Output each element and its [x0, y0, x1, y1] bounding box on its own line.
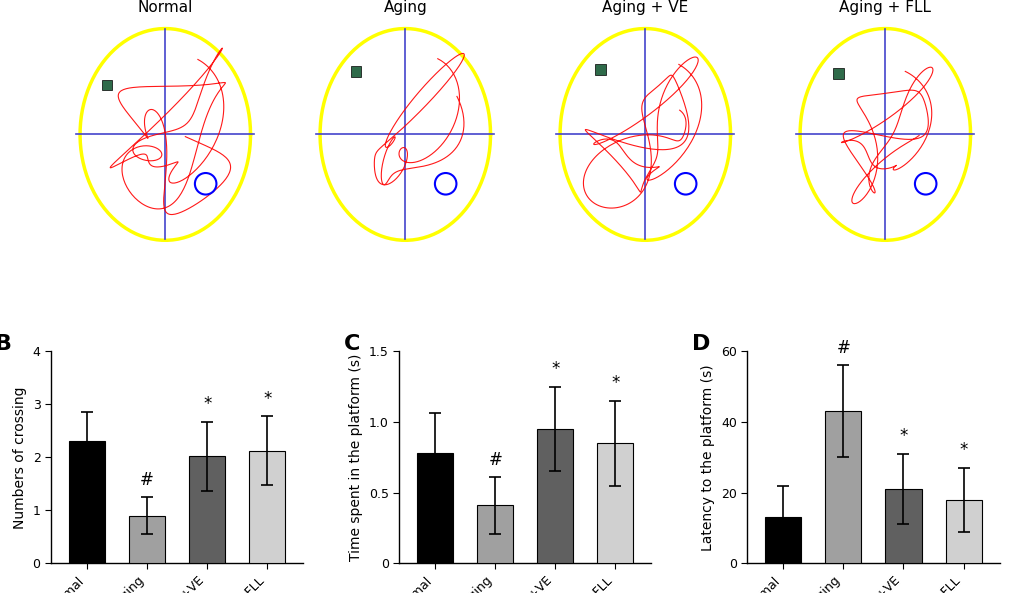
Bar [249, 451, 285, 563]
Title: Normal: Normal [138, 0, 193, 15]
Bar [417, 453, 452, 563]
Text: *: * [203, 396, 211, 413]
Text: *: * [899, 428, 907, 445]
Text: #: # [836, 339, 850, 357]
Bar [945, 500, 980, 563]
Y-axis label: Latency to the platform (s): Latency to the platform (s) [701, 364, 714, 551]
Bar [597, 443, 633, 563]
Text: C: C [343, 334, 360, 354]
Bar [477, 505, 513, 563]
Y-axis label: Numbers of crossing: Numbers of crossing [13, 386, 26, 528]
FancyBboxPatch shape [594, 65, 605, 75]
Bar [69, 441, 105, 563]
Text: *: * [263, 390, 271, 408]
Text: #: # [488, 451, 501, 468]
Text: *: * [610, 374, 619, 393]
Bar [189, 456, 225, 563]
Y-axis label: Time spent in the platform (s): Time spent in the platform (s) [348, 353, 363, 561]
Text: *: * [959, 441, 967, 460]
FancyBboxPatch shape [351, 66, 361, 77]
Text: #: # [140, 471, 154, 489]
Bar [537, 429, 573, 563]
Title: Aging + VE: Aging + VE [601, 0, 688, 15]
Text: *: * [550, 360, 559, 378]
Bar [129, 516, 165, 563]
Text: D: D [691, 334, 709, 354]
Title: Aging + FLL: Aging + FLL [839, 0, 930, 15]
FancyBboxPatch shape [833, 68, 843, 79]
Text: B: B [0, 334, 12, 354]
Bar [764, 518, 801, 563]
FancyBboxPatch shape [102, 79, 112, 91]
Title: Aging: Aging [383, 0, 427, 15]
Bar [824, 412, 861, 563]
Bar [884, 489, 920, 563]
